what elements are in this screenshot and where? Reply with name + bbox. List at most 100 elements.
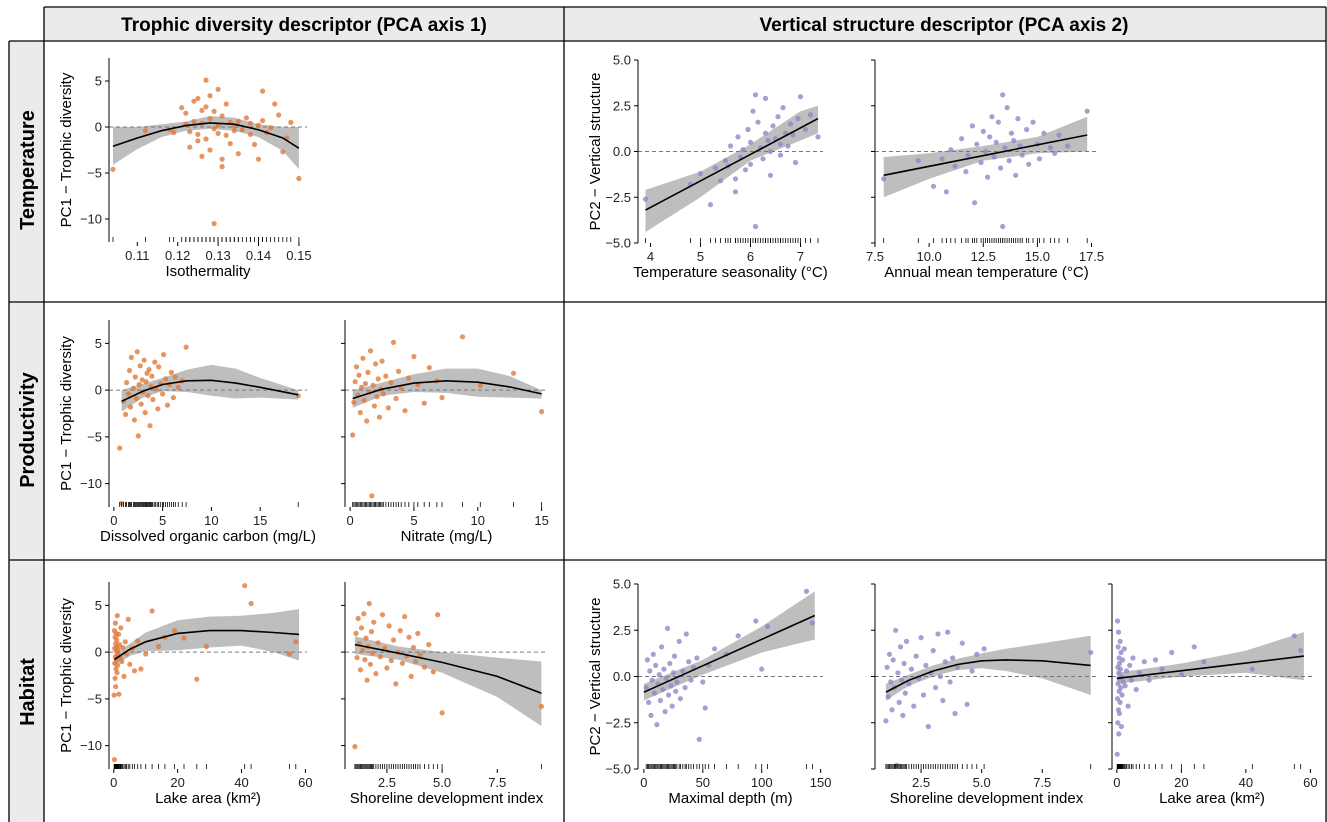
data-point: [644, 657, 651, 663]
x-tick-label: 50: [696, 775, 710, 790]
data-point: [1030, 119, 1036, 125]
data-point: [1013, 172, 1019, 178]
data-point: [146, 367, 152, 373]
y-tick-label: 5: [95, 336, 102, 351]
data-point: [1047, 145, 1053, 151]
data-point: [187, 144, 193, 150]
y-tick-label: −5: [87, 691, 102, 706]
data-point: [374, 394, 380, 400]
data-point: [413, 658, 419, 665]
data-point: [1036, 156, 1043, 162]
data-point: [1116, 710, 1122, 717]
data-point: [375, 376, 381, 382]
data-point: [803, 588, 810, 595]
data-point: [767, 148, 774, 155]
data-point: [969, 668, 975, 674]
data-point: [1004, 105, 1010, 111]
data-point: [762, 95, 769, 101]
data-point: [145, 393, 151, 399]
y-tick-label: −10: [80, 212, 102, 227]
data-point: [981, 646, 987, 652]
data-point: [987, 134, 993, 140]
data-point: [1152, 657, 1159, 663]
data-point: [510, 370, 517, 376]
data-point: [1116, 731, 1122, 737]
data-point: [656, 672, 662, 678]
data-point: [1128, 677, 1134, 683]
data-point: [1146, 677, 1152, 683]
data-point: [390, 637, 397, 643]
data-point: [112, 675, 118, 681]
fit-line: [352, 379, 542, 400]
data-point: [149, 373, 155, 379]
data-point: [353, 630, 359, 637]
data-point: [1114, 751, 1120, 757]
data-point: [203, 77, 209, 83]
x-tick-label: 150: [810, 775, 832, 790]
column-header-background: [44, 7, 1326, 41]
data-point: [161, 352, 167, 358]
data-point: [1115, 720, 1121, 726]
data-point: [1002, 145, 1008, 151]
fit-line: [121, 379, 299, 403]
data-point: [402, 408, 408, 414]
data-point: [933, 685, 939, 691]
y-axis-title: PC1 − Trophic diversity: [58, 598, 75, 753]
data-point: [138, 401, 144, 407]
data-point: [369, 493, 375, 499]
data-point: [753, 618, 759, 624]
confidence-band: [121, 364, 299, 412]
data-point: [742, 167, 749, 173]
data-point: [647, 668, 653, 674]
column-header-vertical: Vertical structure descriptor (PCA axis …: [760, 15, 1129, 36]
data-point: [538, 703, 545, 710]
data-point: [415, 630, 421, 637]
data-point: [965, 152, 971, 158]
panel-maximal-depth: 5.0 2.5 0.0 −2.5 −5.0 0 50 100 150 Maximal depth …: [587, 577, 831, 808]
x-tick-label: 5: [697, 249, 704, 264]
data-point: [386, 623, 392, 629]
data-point: [128, 354, 134, 360]
data-point: [948, 147, 954, 153]
data-point: [134, 349, 140, 355]
data-point: [114, 670, 120, 676]
data-point: [787, 121, 794, 127]
data-point: [895, 670, 901, 676]
data-point: [745, 126, 751, 133]
data-point: [113, 684, 119, 690]
x-tick-label: 10.0: [916, 249, 941, 264]
x-tick-label: 7: [797, 249, 804, 264]
y-tick-label: 2.5: [613, 98, 631, 113]
data-point: [247, 131, 253, 137]
data-point: [114, 637, 120, 643]
data-point: [1169, 649, 1175, 656]
data-point: [362, 381, 368, 387]
data-point: [195, 131, 201, 137]
data-point: [181, 635, 187, 641]
data-point: [1056, 132, 1062, 138]
data-point: [1000, 92, 1006, 98]
data-point: [797, 94, 804, 100]
y-tick-label: 0: [95, 120, 102, 135]
data-point: [954, 664, 961, 670]
confidence-band: [883, 116, 1088, 198]
data-point: [120, 644, 126, 651]
y-axis-title: PC2 − Vertical structure: [587, 598, 604, 756]
fit-line: [643, 614, 816, 693]
data-point: [1249, 666, 1255, 672]
data-point: [770, 123, 776, 129]
row-header-productivity: Productivity: [17, 371, 39, 487]
data-point: [670, 670, 677, 676]
data-point: [765, 137, 771, 144]
data-point: [896, 699, 902, 706]
data-point: [807, 112, 814, 118]
fit-line: [1116, 655, 1304, 680]
fit-line: [885, 659, 1091, 693]
x-tick-label: 15: [253, 513, 267, 528]
data-point: [732, 189, 739, 195]
data-point: [435, 612, 441, 618]
x-tick-label: 10: [471, 513, 485, 528]
